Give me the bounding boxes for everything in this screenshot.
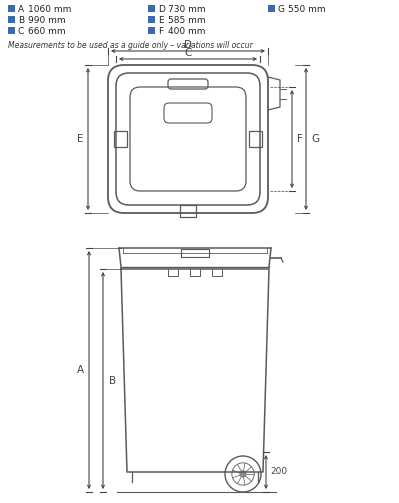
Text: F: F bbox=[158, 27, 163, 36]
Text: 200: 200 bbox=[270, 467, 287, 476]
Text: D: D bbox=[184, 40, 192, 50]
Text: A: A bbox=[18, 5, 24, 14]
Text: Measurements to be used as a guide only – variations will occur: Measurements to be used as a guide only … bbox=[8, 41, 253, 50]
Bar bbox=[148, 16, 155, 23]
Bar bbox=[8, 16, 15, 23]
Text: A: A bbox=[77, 365, 84, 375]
Text: D: D bbox=[158, 5, 165, 14]
Text: 990 mm: 990 mm bbox=[28, 16, 65, 25]
Bar bbox=[148, 27, 155, 34]
Bar bbox=[114, 131, 127, 147]
Bar bbox=[8, 27, 15, 34]
Bar bbox=[180, 205, 196, 217]
Bar bbox=[249, 131, 262, 147]
Text: F: F bbox=[297, 134, 303, 144]
Bar bbox=[148, 5, 155, 12]
Text: 585 mm: 585 mm bbox=[168, 16, 205, 25]
Text: 400 mm: 400 mm bbox=[168, 27, 205, 36]
Text: 730 mm: 730 mm bbox=[168, 5, 205, 14]
Text: E: E bbox=[158, 16, 164, 25]
Bar bbox=[268, 5, 275, 12]
Text: G: G bbox=[278, 5, 285, 14]
Text: B: B bbox=[109, 376, 116, 385]
Bar bbox=[8, 5, 15, 12]
Text: 1060 mm: 1060 mm bbox=[28, 5, 71, 14]
Text: G: G bbox=[311, 134, 319, 144]
Text: 660 mm: 660 mm bbox=[28, 27, 65, 36]
Text: B: B bbox=[18, 16, 24, 25]
Text: C: C bbox=[18, 27, 24, 36]
Text: E: E bbox=[77, 134, 83, 144]
Text: C: C bbox=[184, 48, 192, 58]
Text: 550 mm: 550 mm bbox=[288, 5, 326, 14]
Circle shape bbox=[240, 471, 246, 477]
